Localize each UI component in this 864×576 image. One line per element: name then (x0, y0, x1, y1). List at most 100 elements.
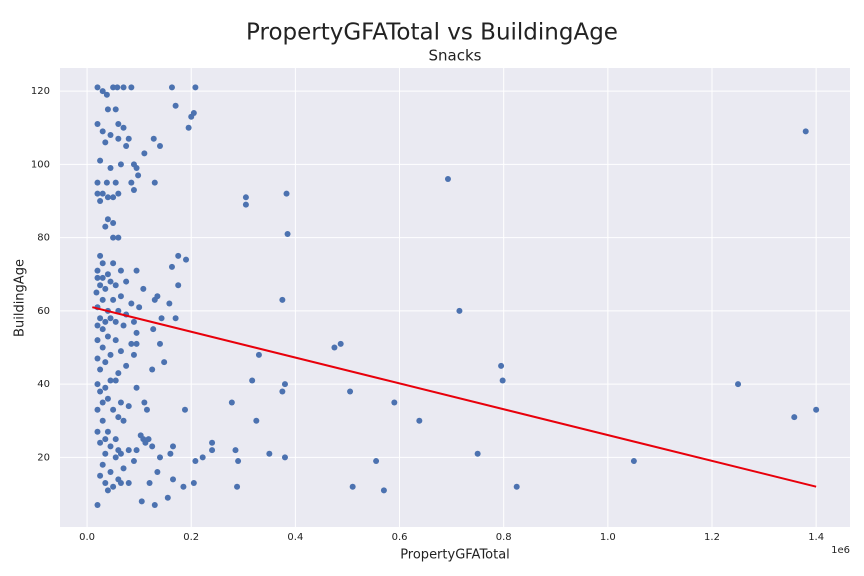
point (117, 399, 124, 406)
point (232, 447, 239, 454)
point (110, 296, 117, 303)
point (416, 417, 423, 424)
point (97, 252, 104, 259)
chart-subtitle: Snacks (429, 47, 482, 65)
point (125, 480, 132, 487)
point (133, 340, 140, 347)
point (444, 175, 451, 182)
point (99, 296, 106, 303)
point (190, 480, 197, 487)
point (112, 179, 119, 186)
y-tick-label: 60 (37, 306, 50, 317)
point (133, 384, 140, 391)
point (97, 282, 104, 289)
point (94, 190, 101, 197)
point (150, 135, 157, 142)
point (123, 362, 130, 369)
point (97, 366, 104, 373)
point (94, 337, 101, 344)
point (117, 161, 124, 168)
point (99, 417, 106, 424)
point (104, 216, 111, 223)
point (102, 384, 109, 391)
point (242, 194, 249, 201)
point (181, 406, 188, 413)
point (151, 296, 158, 303)
point (107, 377, 114, 384)
point (117, 348, 124, 355)
point (115, 234, 122, 241)
point (107, 132, 114, 139)
point (112, 282, 119, 289)
point (156, 454, 163, 461)
point (279, 388, 286, 395)
point (168, 263, 175, 270)
point (117, 293, 124, 300)
point (151, 502, 158, 509)
point (94, 406, 101, 413)
point (149, 366, 156, 373)
point (112, 454, 119, 461)
y-tick-label: 80 (37, 233, 50, 244)
point (93, 289, 100, 296)
point (161, 359, 168, 366)
point (128, 179, 135, 186)
point (97, 315, 104, 322)
point (99, 344, 106, 351)
point (112, 318, 119, 325)
point (283, 190, 290, 197)
point (167, 450, 174, 457)
point (183, 256, 190, 263)
point (104, 194, 111, 201)
point (104, 333, 111, 340)
point (94, 381, 101, 388)
point (94, 274, 101, 281)
point (97, 197, 104, 204)
x-tick-label: 1.0 (600, 532, 616, 543)
point (242, 201, 249, 208)
point (107, 165, 114, 172)
point (128, 340, 135, 347)
point (99, 461, 106, 468)
point (114, 84, 121, 91)
point (130, 351, 137, 358)
point (456, 307, 463, 314)
point (120, 322, 127, 329)
point (172, 315, 179, 322)
point (228, 399, 235, 406)
point (175, 282, 182, 289)
point (347, 388, 354, 395)
point (209, 447, 216, 454)
point (94, 502, 101, 509)
point (97, 472, 104, 479)
point (266, 450, 273, 457)
point (192, 84, 199, 91)
point (149, 443, 156, 450)
point (102, 436, 109, 443)
point (123, 278, 130, 285)
point (158, 315, 165, 322)
point (110, 219, 117, 226)
point (235, 458, 242, 465)
point (128, 84, 135, 91)
point (107, 315, 114, 322)
point (110, 234, 117, 241)
point (125, 135, 132, 142)
point (349, 483, 356, 490)
point (373, 458, 380, 465)
chart-title: PropertyGFATotal vs BuildingAge (246, 20, 618, 46)
point (128, 300, 135, 307)
point (170, 476, 177, 483)
point (102, 359, 109, 366)
point (115, 190, 122, 197)
point (185, 124, 192, 131)
point (112, 377, 119, 384)
point (172, 102, 179, 109)
point (154, 469, 161, 476)
x-offset-label: 1e6 (831, 545, 850, 556)
point (281, 381, 288, 388)
point (138, 498, 145, 505)
point (513, 483, 520, 490)
point (115, 121, 122, 128)
point (188, 113, 195, 120)
